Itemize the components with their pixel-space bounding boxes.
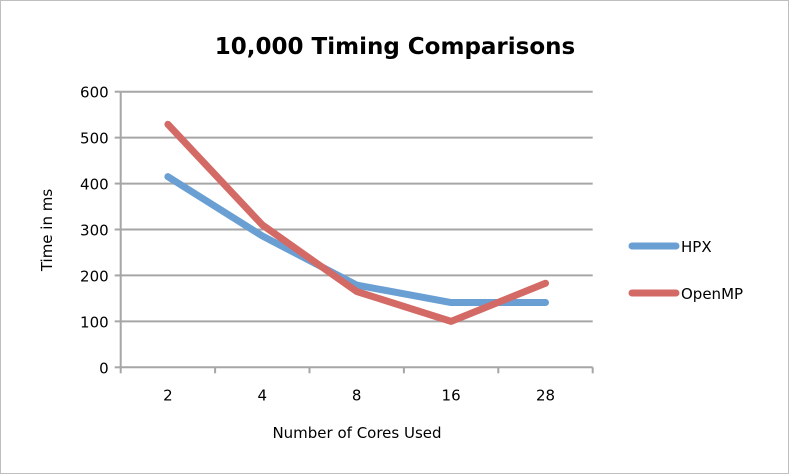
y-tick-label: 100 bbox=[80, 313, 109, 331]
y-tick-label: 0 bbox=[99, 359, 109, 377]
x-tick-label: 16 bbox=[442, 386, 461, 404]
x-tick-label: 2 bbox=[163, 386, 173, 404]
legend-label: OpenMP bbox=[681, 285, 743, 303]
x-tick-label: 28 bbox=[536, 386, 555, 404]
y-tick-label: 400 bbox=[80, 176, 109, 194]
y-axis-label: Time in ms bbox=[38, 189, 56, 273]
y-tick-label: 200 bbox=[80, 267, 109, 285]
y-tick-label: 500 bbox=[80, 130, 109, 148]
legend-label: HPX bbox=[681, 238, 712, 256]
x-tick-label: 8 bbox=[352, 386, 362, 404]
x-axis-label: Number of Cores Used bbox=[272, 424, 441, 442]
chart-title: 10,000 Timing Comparisons bbox=[215, 34, 575, 60]
x-tick-label: 4 bbox=[258, 386, 268, 404]
y-tick-label: 300 bbox=[80, 222, 109, 240]
y-tick-label: 600 bbox=[80, 84, 109, 102]
